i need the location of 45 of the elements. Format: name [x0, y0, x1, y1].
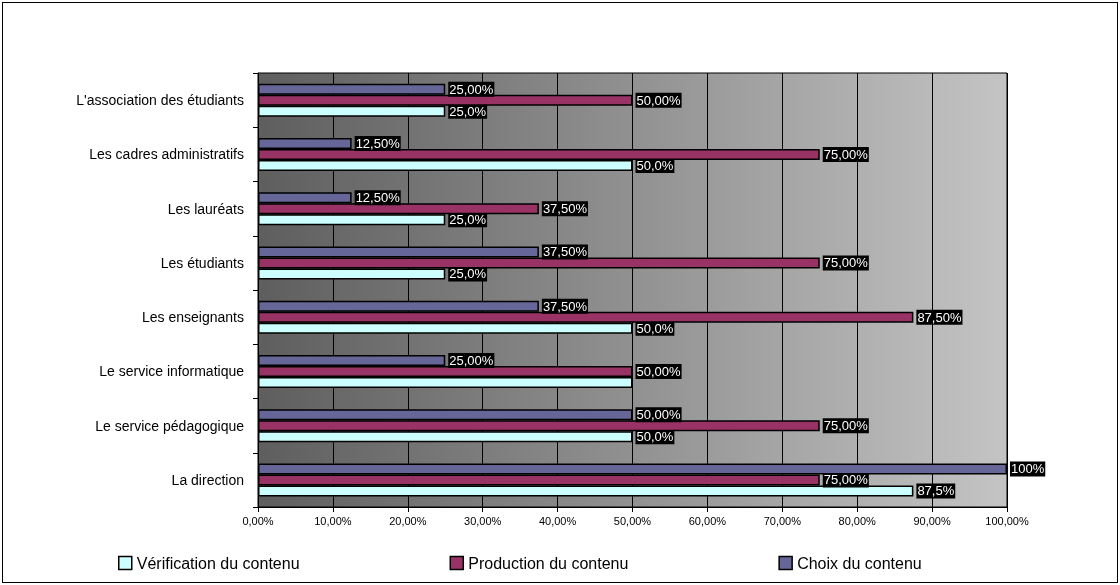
legend-label: Vérification du contenu: [136, 554, 300, 572]
data-label: 87,5%: [917, 483, 955, 499]
data-label: 75,00%: [823, 472, 869, 488]
y-tick-label: Les étudiants: [160, 254, 244, 271]
x-tick-label: 10,00%: [314, 514, 352, 527]
data-label: 25,00%: [449, 352, 494, 368]
data-label: 50,00%: [636, 407, 682, 423]
y-tick-label: Les cadres administratifs: [89, 146, 244, 163]
data-label: 75,00%: [823, 255, 869, 271]
data-label: 37,50%: [542, 298, 588, 314]
x-tick-label: 70,00%: [763, 514, 802, 527]
x-tick-label: 90,00%: [913, 514, 951, 527]
data-label: 75,00%: [823, 418, 869, 434]
x-tick-label: 40,00%: [538, 514, 577, 527]
x-tick-label: 30,00%: [464, 514, 502, 527]
y-tick-label: L'association des étudiants: [76, 92, 244, 109]
x-tick-label: 20,00%: [389, 514, 427, 527]
data-label: 37,50%: [542, 244, 588, 260]
data-label: 12,50%: [355, 135, 401, 151]
data-label: 25,0%: [449, 103, 487, 119]
y-tick-label: Les enseignants: [142, 309, 244, 326]
y-tick-label: Le service pédagogique: [95, 417, 245, 434]
data-label: 12,50%: [355, 190, 401, 206]
data-label: 50,0%: [636, 157, 674, 173]
data-label: 75,00%: [823, 146, 869, 162]
x-tick-label: 50,00%: [613, 514, 652, 527]
data-label: 50,0%: [636, 320, 674, 336]
legend-label: Choix du contenu: [797, 554, 922, 572]
y-tick-label: La direction: [171, 471, 244, 488]
data-label: 25,0%: [449, 212, 487, 228]
data-label: 37,50%: [542, 201, 588, 217]
data-label: 50,00%: [636, 363, 682, 379]
legend-label: Production du contenu: [468, 554, 629, 572]
x-tick-label: 0,00%: [242, 514, 274, 527]
x-tick-label: 100,00%: [985, 514, 1029, 527]
data-label: 25,00%: [449, 81, 494, 97]
x-tick-label: 80,00%: [838, 514, 877, 527]
x-tick-label: 60,00%: [688, 514, 727, 527]
data-label: 50,00%: [636, 92, 682, 108]
data-label: 100%: [1011, 461, 1045, 477]
y-tick-label: Les lauréats: [167, 200, 244, 217]
data-label: 50,0%: [636, 429, 674, 445]
y-tick-label: Le service informatique: [99, 363, 245, 380]
data-label: 25,0%: [449, 266, 487, 282]
data-label: 87,50%: [917, 309, 962, 325]
